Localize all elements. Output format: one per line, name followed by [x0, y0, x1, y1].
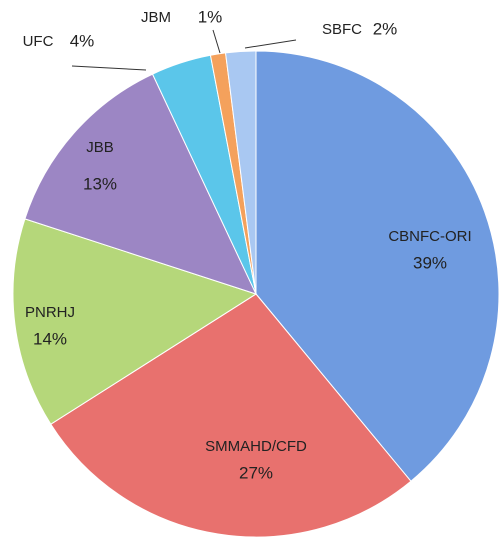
slice-value-label: 13% — [83, 174, 117, 193]
slice-label: SBFC — [322, 21, 362, 38]
leader-line — [212, 29, 221, 54]
slice-value-label: 2% — [373, 19, 398, 38]
pie-slice — [224, 50, 257, 295]
slice-value-label: 39% — [413, 253, 447, 272]
pie-slice — [12, 218, 258, 425]
leader-line — [71, 65, 147, 71]
slice-label: UFC — [23, 33, 54, 50]
slice-value-label: 27% — [239, 463, 273, 482]
slice-label: JBM — [141, 9, 171, 26]
slice-label: SMMAHD/CFD — [205, 438, 307, 455]
slice-value-label: 14% — [33, 329, 67, 348]
pie-slice — [255, 50, 499, 482]
pie-slice — [50, 293, 412, 538]
slice-label: PNRHJ — [25, 304, 75, 321]
leader-line — [244, 39, 297, 49]
slice-value-label: 4% — [70, 31, 95, 50]
pie-slice — [24, 73, 257, 295]
slice-label: JBB — [86, 139, 114, 156]
slice-label: CBNFC-ORI — [388, 228, 471, 245]
slice-value-label: 1% — [198, 7, 223, 26]
